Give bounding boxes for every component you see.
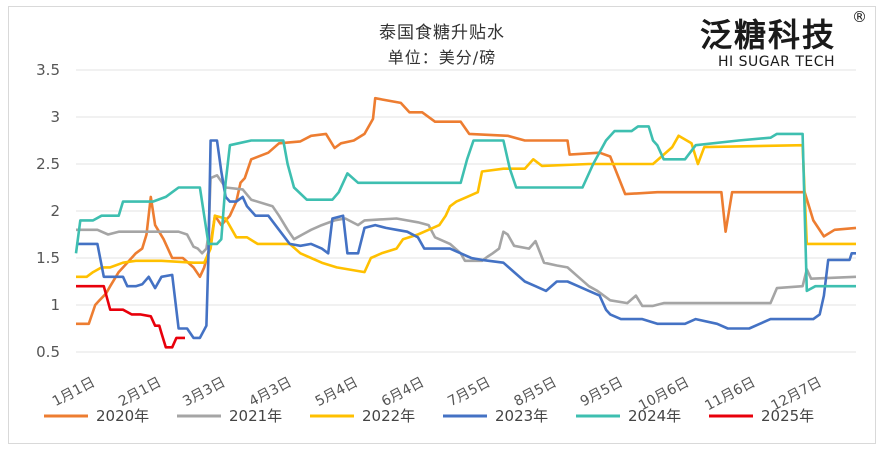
x-tick-label: 9月5日 xyxy=(578,374,626,410)
series-line-2024年 xyxy=(74,125,856,293)
x-tick-label: 7月5日 xyxy=(445,374,493,410)
brand-logo: 泛糖科技 HI SUGAR TECH ® xyxy=(700,8,870,70)
series-lines xyxy=(74,96,857,349)
legend-label: 2021年 xyxy=(229,407,282,425)
brand-name-en: HI SUGAR TECH xyxy=(718,54,836,70)
brand-name-cn: 泛糖科技 xyxy=(700,16,837,54)
chart-frame xyxy=(8,6,876,444)
legend-label: 2022年 xyxy=(362,407,415,425)
chart-title: 泰国食糖升贴水 xyxy=(379,23,505,43)
y-tick-label: 1.5 xyxy=(36,249,60,267)
legend-label: 2025年 xyxy=(761,407,814,425)
y-tick-label: 3 xyxy=(50,108,60,126)
series-line-2021年 xyxy=(76,174,857,308)
legend-label: 2020年 xyxy=(96,407,149,425)
chart-subtitle: 单位：美分/磅 xyxy=(387,48,497,67)
registered-mark: ® xyxy=(852,8,867,26)
y-tick-label: 2 xyxy=(50,202,60,220)
x-tick-label: 3月3日 xyxy=(180,374,228,410)
x-tick-label: 6月4日 xyxy=(379,374,427,410)
y-tick-label: 0.5 xyxy=(36,343,60,361)
y-axis-ticks: 0.5 1 1.5 2 2.5 3 3.5 xyxy=(36,61,60,361)
y-tick-label: 1 xyxy=(50,296,60,314)
y-tick-label: 3.5 xyxy=(36,61,60,79)
legend-label: 2023年 xyxy=(495,407,548,425)
legend-label: 2024年 xyxy=(628,407,681,425)
series-line-2023年 xyxy=(76,139,856,340)
x-tick-label: 1月1日 xyxy=(50,374,98,410)
x-tick-label: 2月1日 xyxy=(116,374,164,410)
x-tick-label: 11月6日 xyxy=(702,374,758,414)
y-tick-label: 2.5 xyxy=(36,155,60,173)
x-tick-label: 5月4日 xyxy=(313,374,361,410)
gridlines xyxy=(76,69,856,353)
x-axis-ticks: 1月1日 2月1日 3月3日 4月3日 5月4日 6月4日 7月5日 8月5日 9月5日 10月6… xyxy=(50,374,825,414)
series-line-2025年 xyxy=(76,284,185,349)
x-tick-label: 8月5日 xyxy=(511,374,559,410)
x-tick-label: 4月3日 xyxy=(247,374,295,410)
legend: 2020年 2021年 2022年 2023年 2024年 2025年 xyxy=(44,407,814,425)
